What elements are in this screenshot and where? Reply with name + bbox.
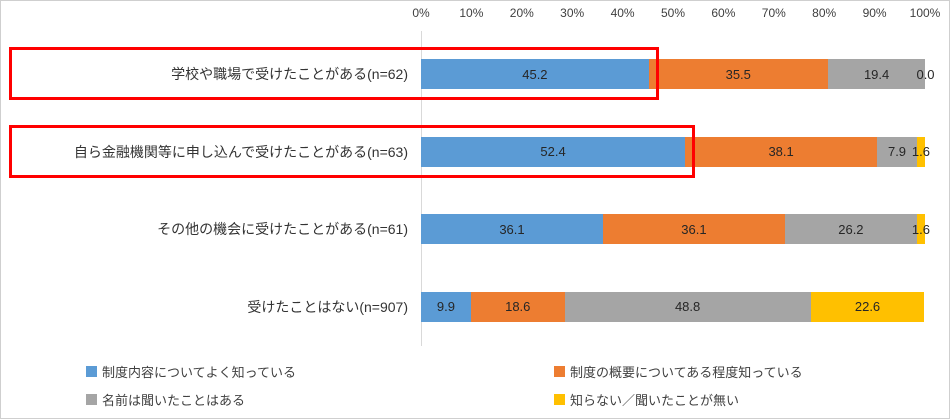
legend-swatch-icon [554,393,565,405]
legend-swatch-icon [554,365,565,377]
legend-item: 名前は聞いたことはある [86,390,245,408]
bar-segment: 52.4 [421,136,686,167]
data-label: 19.4 [863,66,890,82]
bar-segment: 19.4 [827,59,926,89]
data-label: 48.8 [674,299,701,315]
data-label: 36.1 [499,221,525,237]
y-axis-line [421,31,422,346]
x-axis-tick-label: 0% [412,6,430,20]
legend-swatch-icon [86,365,97,377]
legend-item: 知らない／聞いたことが無い [554,390,739,408]
bar-segment: 48.8 [564,291,811,322]
data-label: 52.4 [540,144,566,160]
bar-segment: 45.2 [421,59,649,89]
category-label: その他の機会に受けたことがある(n=61) [157,221,408,238]
x-axis-tick-label: 80% [812,6,837,20]
legend-label: 制度内容についてよく知っている [102,364,296,380]
x-axis-tick-label: 50% [660,6,686,20]
x-axis-tick-label: 40% [610,6,635,20]
data-label: 7.9 [887,144,907,160]
bar-segment: 9.9 [421,291,471,322]
data-label: 1.6 [911,144,930,160]
x-axis-tick-label: 10% [459,6,484,20]
bar-segment: 36.1 [602,214,785,245]
data-label: 36.1 [681,221,707,237]
x-axis-tick-label: 20% [509,6,534,20]
x-axis-tick-label: 70% [761,6,786,20]
bar-segment: 38.1 [685,136,878,167]
data-label: 45.2 [522,66,548,82]
category-label: 学校や職場で受けたことがある(n=62) [171,66,408,82]
data-label: 26.2 [838,221,864,237]
bar-segment: 1.6 [912,214,930,245]
bar-segment: 1.6 [912,136,930,167]
legend-swatch-icon [86,393,97,405]
legend-item: 制度の概要についてある程度知っている [554,362,803,380]
bar-segment: 36.1 [421,214,603,245]
data-label: 38.1 [768,144,794,160]
category-label: 受けたことはない(n=907) [247,298,408,315]
legend-label: 知らない／聞いたことが無い [570,392,740,408]
x-axis-tick-label: 60% [711,6,736,20]
legend-label: 名前は聞いたことはある [102,392,246,408]
x-axis-tick-label: 30% [560,6,585,20]
data-label: 1.6 [911,221,930,237]
data-label: 9.9 [436,299,455,315]
x-axis-tick-label: 100% [909,6,941,20]
bar-segment: 35.5 [648,59,828,89]
data-label: 22.6 [854,299,881,315]
legend-label: 制度の概要についてある程度知っている [570,364,803,380]
legend-item: 制度内容についてよく知っている [86,362,296,380]
data-label: 0.0 [916,66,935,82]
category-label: 自ら金融機関等に申し込んで受けたことがある(n=63) [73,143,408,160]
bar-segment: 26.2 [784,214,917,245]
x-axis-tick-label: 90% [862,6,887,20]
data-label: 18.6 [505,299,531,315]
bar-segment: 18.6 [470,291,565,322]
bar-segment: 22.6 [810,291,925,322]
data-label: 35.5 [725,66,751,82]
bar-segment: 7.9 [877,136,917,167]
